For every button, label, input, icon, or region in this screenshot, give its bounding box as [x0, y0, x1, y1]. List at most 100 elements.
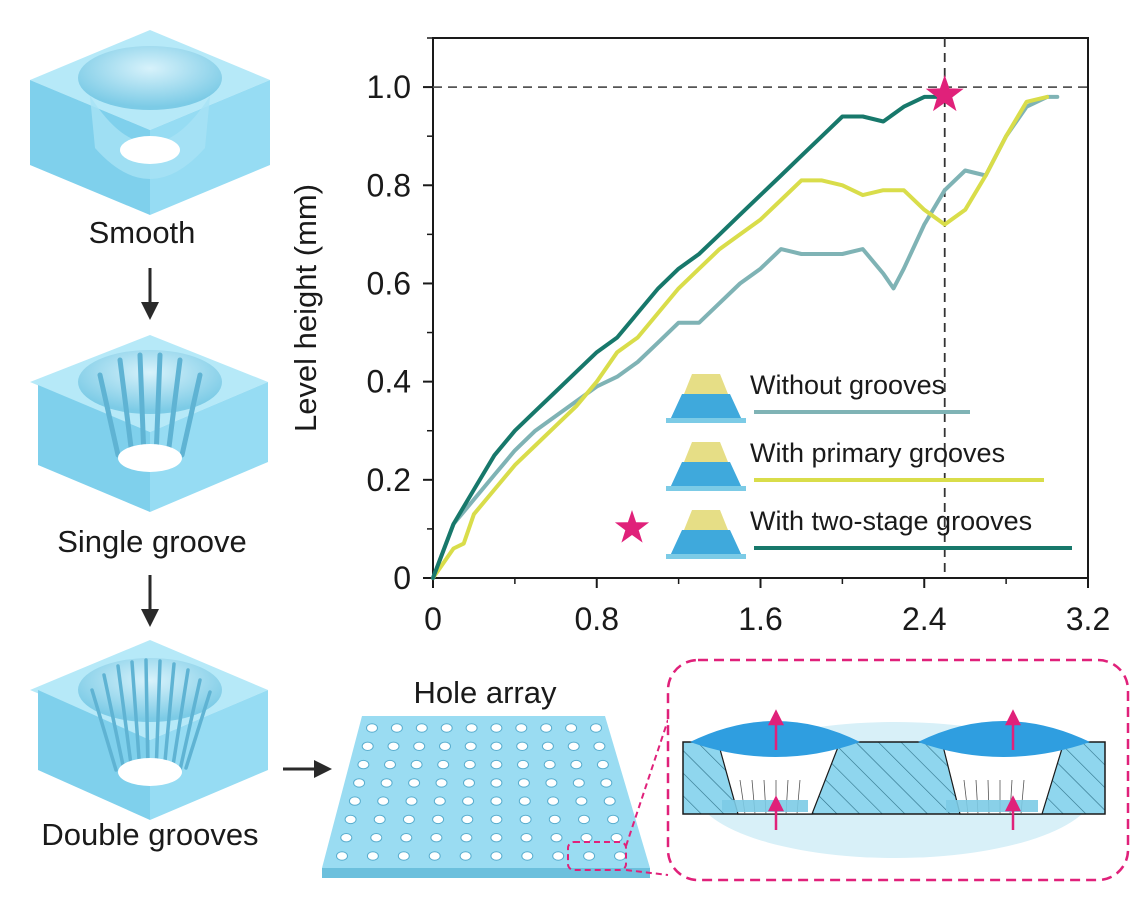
legend-label: With two-stage grooves: [750, 506, 1032, 536]
hole: [519, 814, 532, 825]
block-smooth: [30, 30, 270, 215]
hole-grid: [336, 723, 626, 861]
hole: [567, 741, 580, 751]
hole: [593, 741, 606, 751]
hole: [603, 796, 616, 806]
cross-section-inset: [666, 658, 1130, 882]
hole: [353, 778, 366, 788]
legend-base-icon: [666, 486, 746, 491]
x-axis-ticks: 0 0.8 1.6 2.4 3.2: [424, 578, 1110, 637]
hole: [373, 814, 386, 825]
hole: [520, 833, 533, 843]
x-tick-label: 3.2: [1066, 601, 1110, 637]
hole: [583, 851, 596, 861]
hole: [464, 741, 477, 751]
hole: [541, 741, 554, 751]
hole: [366, 851, 379, 861]
hole: [387, 741, 400, 751]
arrow-down-2: [141, 575, 159, 627]
hole: [413, 741, 426, 751]
hole: [402, 814, 415, 825]
hole: [415, 723, 428, 733]
y-tick-label: 0.6: [367, 265, 411, 301]
hole: [517, 778, 530, 788]
legend-label: Without grooves: [750, 370, 945, 400]
y-tick-label: 0.2: [367, 462, 411, 498]
legend-cone-icon: [670, 530, 742, 556]
hole: [580, 833, 593, 843]
hole: [465, 723, 478, 733]
hole: [607, 814, 620, 825]
hole: [377, 796, 390, 806]
y-axis-ticks: 0 0.2 0.4 0.6 0.8 1.0: [367, 37, 433, 596]
zoom-connectors: [625, 719, 669, 876]
hole: [340, 833, 353, 843]
hole: [435, 778, 448, 788]
hole: [517, 759, 529, 770]
hole: [460, 833, 473, 843]
legend-item-2: With two-stage grooves: [666, 506, 1072, 559]
hole: [552, 851, 565, 861]
hole: [490, 833, 503, 843]
hole: [380, 778, 393, 788]
hole: [545, 778, 558, 788]
y-axis-label: Level height (mm): [288, 184, 323, 432]
hole: [370, 833, 383, 843]
hole: [543, 759, 556, 770]
hole: [515, 723, 528, 733]
hole: [521, 851, 534, 861]
hole: [600, 778, 613, 788]
hole: [440, 723, 453, 733]
legend-base-icon: [666, 554, 746, 559]
hole: [384, 759, 396, 770]
legend-liquid-icon: [684, 510, 728, 530]
hole: [366, 723, 378, 733]
series-lines: [431, 94, 1060, 580]
zoom-region-marker: [567, 841, 627, 871]
plot-frame: [432, 37, 1089, 579]
hole: [490, 814, 503, 825]
hole: [397, 851, 410, 861]
hole: [516, 741, 529, 751]
hole: [459, 851, 472, 861]
hole: [548, 814, 561, 825]
hole: [547, 796, 560, 806]
hole: [361, 741, 374, 751]
series-line-1: [431, 94, 1050, 580]
hole: [596, 759, 609, 770]
y-tick-label: 0.4: [367, 364, 411, 400]
arrow-down-1: [141, 268, 159, 320]
hole: [614, 851, 626, 861]
legend-base-icon: [666, 418, 746, 423]
legend-liquid-icon: [684, 374, 728, 394]
hole: [490, 723, 503, 733]
hole: [428, 851, 441, 861]
y-tick-label: 0.8: [367, 167, 411, 203]
hole: [430, 833, 443, 843]
hole: [348, 796, 361, 806]
y-tick-label: 0: [393, 560, 411, 596]
label-single-groove: Single groove: [57, 524, 247, 559]
hole: [490, 796, 503, 806]
series-line-0: [431, 94, 1060, 580]
x-tick-label: 1.6: [738, 601, 782, 637]
hole: [610, 833, 623, 843]
label-double-grooves: Double grooves: [41, 817, 258, 852]
hole: [490, 778, 503, 788]
hole: [357, 759, 370, 770]
reference-lines: [433, 38, 1088, 578]
x-tick-label: 0: [424, 601, 442, 637]
hole: [550, 833, 563, 843]
chart: 0 0.8 1.6 2.4 3.2 0 0.2 0.4 0.6 0.8 1.0 Level hei…: [288, 37, 1110, 637]
hole: [575, 796, 588, 806]
legend-item-1: With primary grooves: [666, 438, 1044, 491]
hole: [336, 851, 348, 861]
target-star-marker: [925, 74, 964, 112]
block-single-groove: [30, 335, 268, 512]
hole: [400, 833, 413, 843]
hole: [439, 741, 451, 751]
legend-star-icon: [614, 510, 650, 543]
x-tick-label: 0.8: [575, 601, 619, 637]
label-smooth: Smooth: [89, 215, 196, 250]
